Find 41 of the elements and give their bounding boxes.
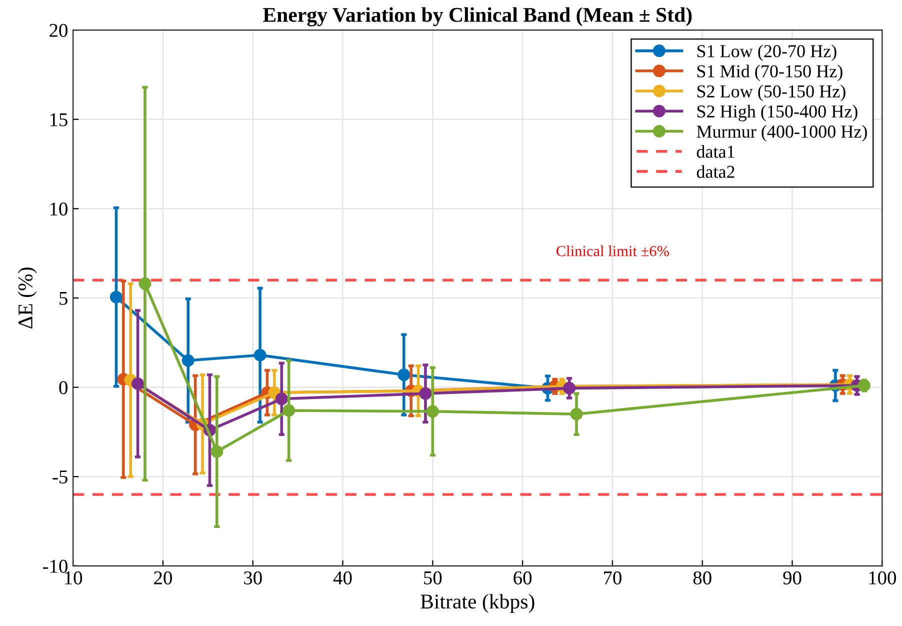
x-tick-label: 40 xyxy=(333,571,352,584)
y-tick-label: 5 xyxy=(60,292,68,305)
y-tick-label: -10 xyxy=(43,560,68,573)
y-tick-label: 10 xyxy=(50,202,68,216)
point xyxy=(275,392,288,406)
x-tick-label: 100 xyxy=(869,571,896,584)
point xyxy=(563,382,576,394)
annotation: Clinical limit ±6% xyxy=(556,246,670,256)
x-tick-label: 20 xyxy=(154,571,172,584)
point xyxy=(254,348,266,362)
y-tick-label: 15 xyxy=(50,113,68,126)
point xyxy=(110,290,122,304)
point xyxy=(182,354,194,367)
point xyxy=(419,387,432,400)
x-axis-title: Bitrate (kbps) xyxy=(420,594,534,613)
point xyxy=(210,445,224,458)
point xyxy=(282,404,296,417)
legend-label: data2 xyxy=(696,165,734,178)
point xyxy=(426,405,439,418)
legend-label: data1 xyxy=(696,145,734,158)
legend-label: S1 Low (20-70 Hz) xyxy=(697,44,836,61)
x-tick-label: 30 xyxy=(244,571,262,584)
y-tick-label: -5 xyxy=(52,470,68,484)
x-tick-label: 80 xyxy=(693,571,712,584)
legend-label: S2 High (150-400 Hz) xyxy=(697,104,858,122)
point xyxy=(138,277,152,290)
legend-label: S1 Mid (70-150 Hz) xyxy=(697,64,842,82)
point xyxy=(858,379,870,392)
y-tick-label: 0 xyxy=(59,381,68,394)
y-tick-label: 20 xyxy=(50,24,68,37)
legend-label: Murmur (400-1000 Hz) xyxy=(696,125,867,142)
x-tick-label: 60 xyxy=(514,571,532,584)
chart-title: Energy Variation by Clinical Band (Mean ± Std) xyxy=(263,7,692,26)
y-axis-title: ΔE (%) xyxy=(18,268,37,328)
point xyxy=(398,368,410,382)
legend-label: S2 Low (50-150 Hz) xyxy=(697,84,846,102)
x-tick-label: 70 xyxy=(604,571,622,584)
point xyxy=(132,377,144,390)
x-tick-label: 50 xyxy=(424,571,442,584)
x-tick-label: 90 xyxy=(783,571,802,584)
point xyxy=(570,408,583,420)
